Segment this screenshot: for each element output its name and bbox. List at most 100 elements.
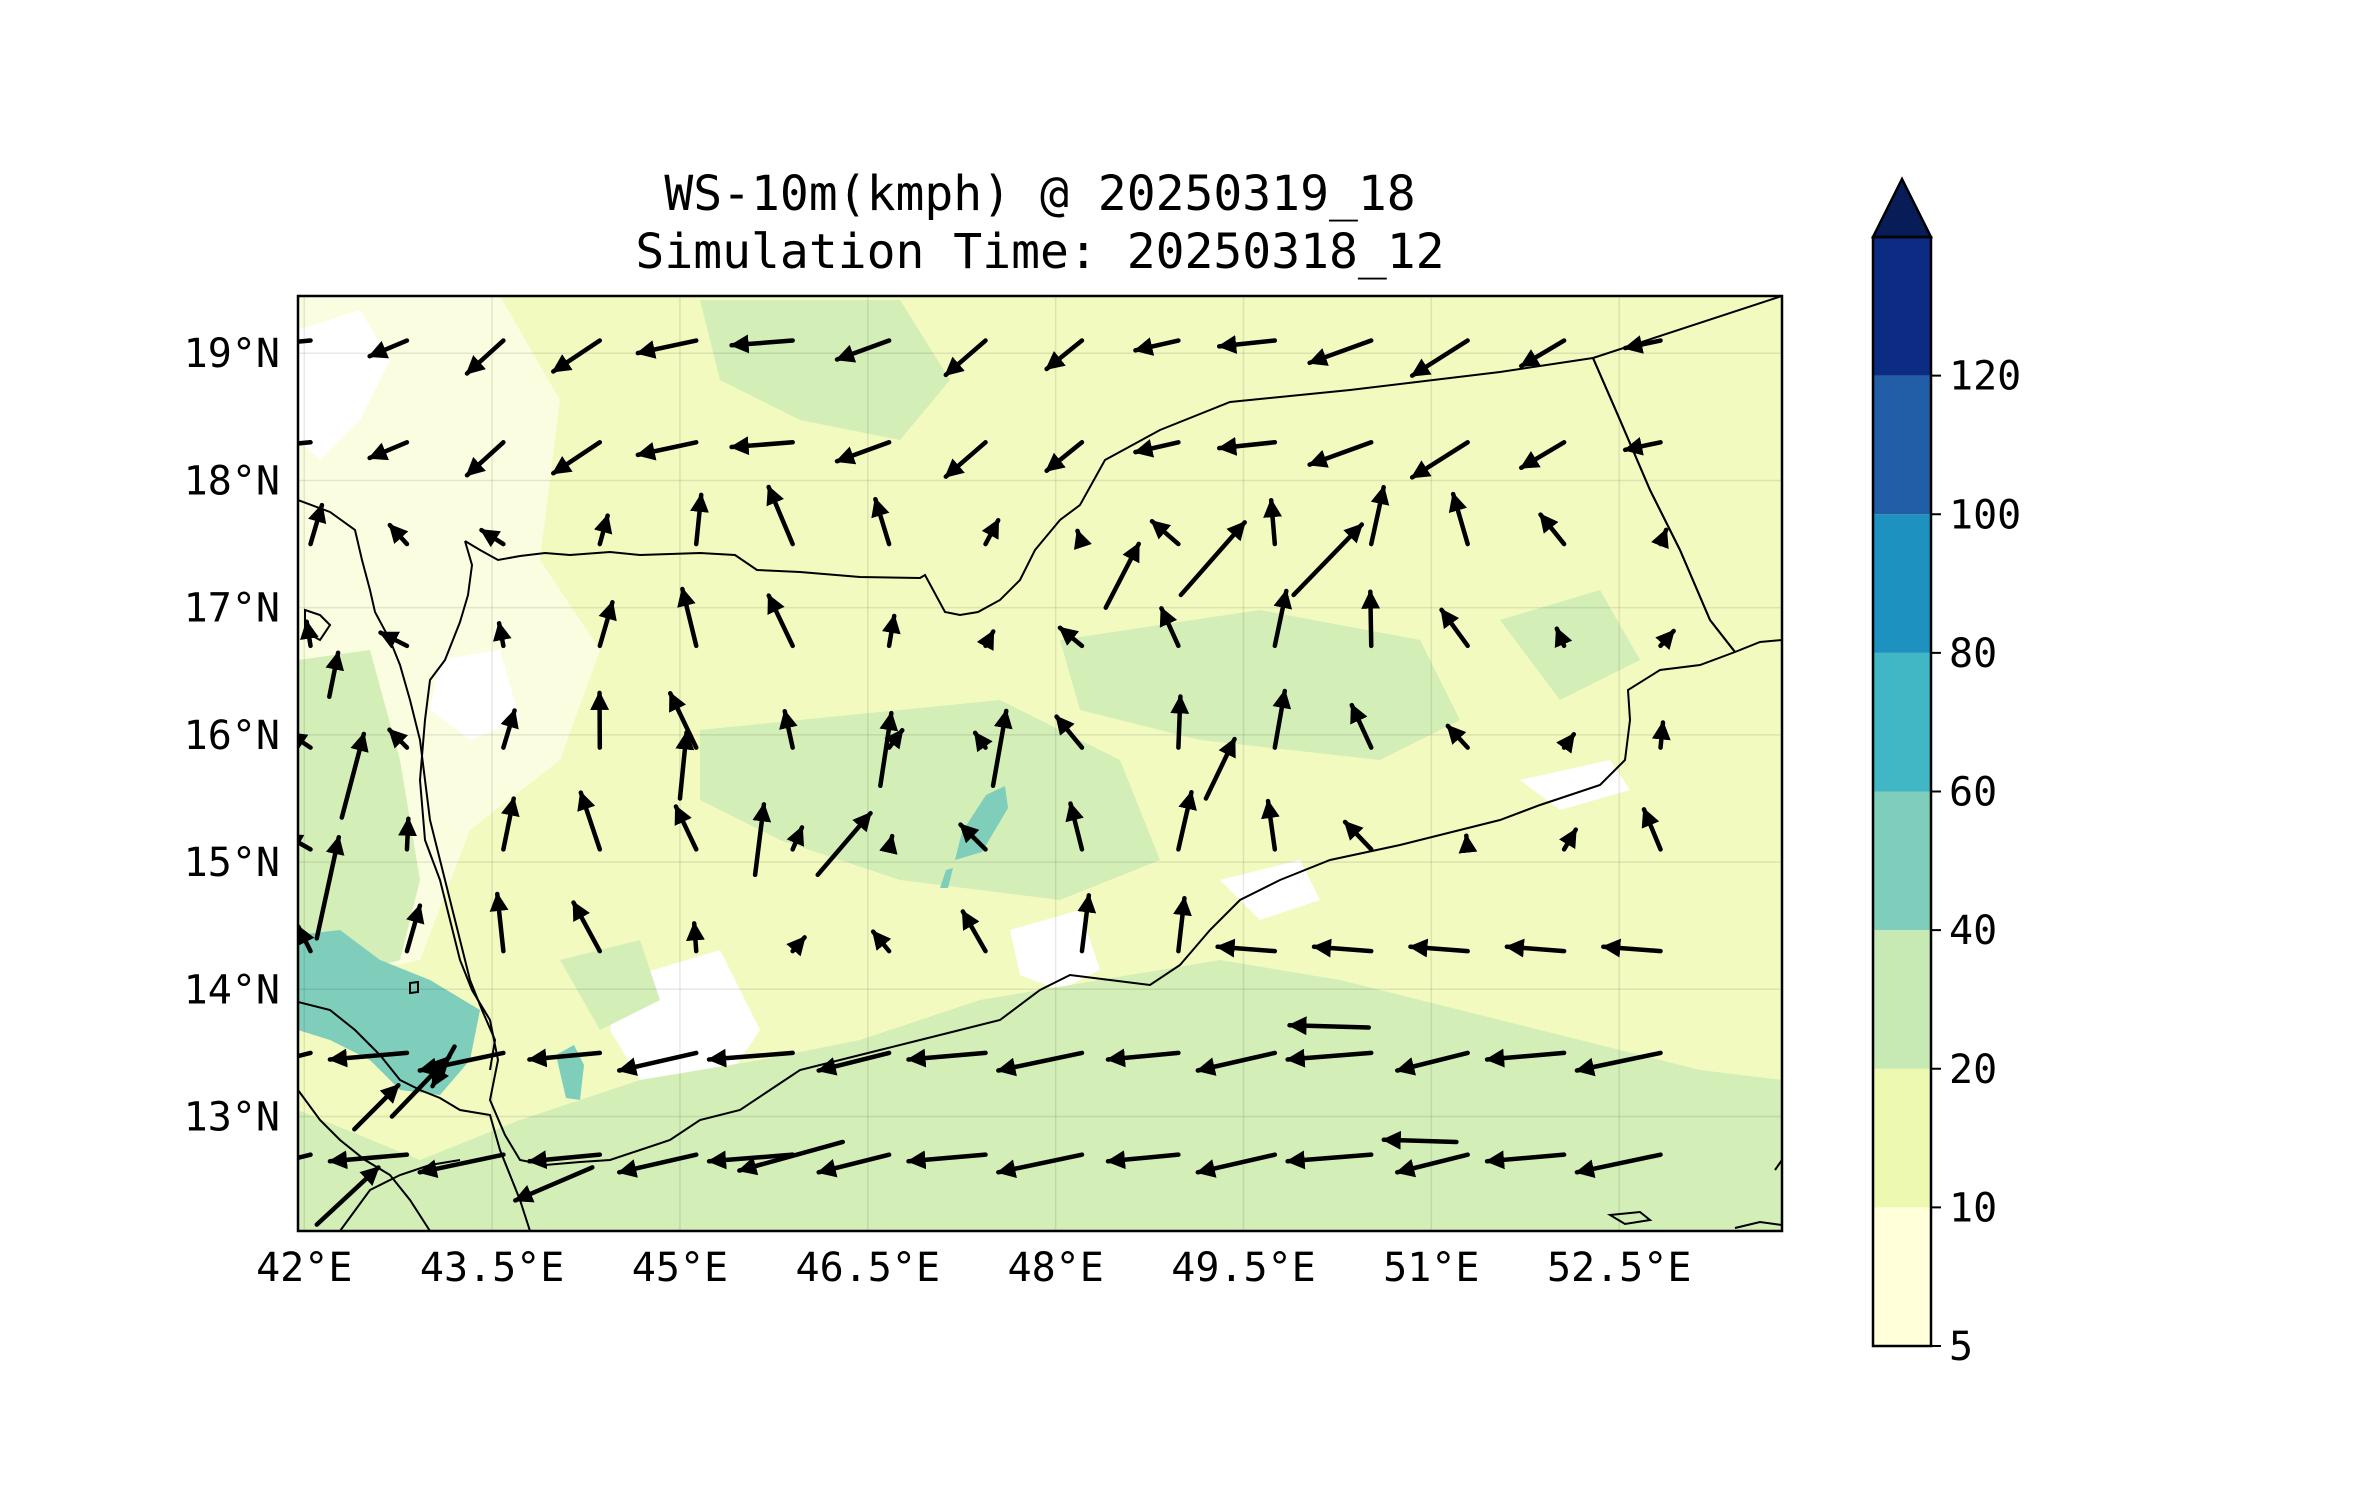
wind-vector-arrow xyxy=(816,1152,892,1178)
wind-vector-arrow xyxy=(1504,938,1567,958)
field-calm-patch xyxy=(430,650,520,740)
wind-vector-arrow xyxy=(1651,527,1669,550)
wind-vector-arrow xyxy=(1342,819,1374,852)
wind-vector-arrow xyxy=(686,921,705,954)
lon-tick-label: 48°E xyxy=(1007,1245,1103,1291)
wind-vector-arrow xyxy=(1538,512,1567,547)
wind-vector-arrow xyxy=(1518,440,1567,471)
wind-vector-arrow xyxy=(1077,893,1097,954)
colorbar-tick-label: 20 xyxy=(1949,1047,1997,1093)
field-moderate-patch xyxy=(700,300,950,440)
wind-vector-arrow xyxy=(976,629,996,651)
wind-vector-arrow xyxy=(352,1082,401,1132)
wind-vector-arrow xyxy=(500,708,519,750)
wind-vector-arrow xyxy=(1272,588,1293,649)
wind-vectors xyxy=(298,334,1676,1227)
wind-vector-arrow xyxy=(1178,520,1247,598)
wind-vector-arrow xyxy=(1054,714,1085,750)
wind-vector-arrow xyxy=(398,816,418,852)
wind-vector-arrow xyxy=(1215,938,1278,958)
wind-speed-field xyxy=(298,296,1782,1231)
colorbar-tick-label: 10 xyxy=(1949,1185,1997,1231)
wind-vector-arrow xyxy=(378,630,410,649)
colorbar-segment xyxy=(1873,375,1931,515)
wind-vector-arrow xyxy=(464,440,506,478)
lon-tick-label: 43.5°E xyxy=(420,1245,565,1291)
wind-vector-arrow xyxy=(1601,938,1663,958)
wind-vector-arrow xyxy=(884,727,905,750)
wind-vector-arrow xyxy=(870,929,892,954)
wind-vector-arrow xyxy=(367,440,410,461)
wind-vector-arrow xyxy=(314,834,345,941)
lat-tick-label: 18°N xyxy=(184,458,280,504)
african-coastline xyxy=(298,499,497,1071)
somalia-border xyxy=(339,1159,461,1231)
wind-vector-arrow xyxy=(492,621,512,649)
wind-vector-arrow xyxy=(943,440,988,479)
wind-vector-arrow xyxy=(786,825,805,852)
wind-vector-arrow xyxy=(1651,720,1671,750)
colorbar: 5 10 20 40 60 80 100 120 xyxy=(1870,176,2021,1370)
colorbar-segment xyxy=(1873,1207,1931,1346)
wind-vector-arrow xyxy=(1170,694,1190,750)
wind-vector-arrow xyxy=(501,796,520,852)
yemen-oman-coastline xyxy=(1592,357,1736,653)
lon-tick-label: 42°E xyxy=(256,1245,352,1291)
wind-vector-arrow xyxy=(551,440,603,476)
wind-vector-arrow xyxy=(298,440,313,446)
wind-vector-arrow xyxy=(1291,522,1365,598)
wind-vector-arrow xyxy=(972,730,993,753)
wind-vector-arrow xyxy=(616,1050,699,1076)
wind-vector-arrow xyxy=(308,502,327,547)
wind-vector-arrow xyxy=(1285,1150,1374,1170)
wind-vector-arrow xyxy=(1133,337,1181,356)
colorbar-tick-label: 100 xyxy=(1949,492,2021,538)
wind-vector-arrow xyxy=(1622,335,1663,354)
wind-vector-arrow xyxy=(327,1150,410,1170)
wind-vector-arrow xyxy=(1368,484,1390,547)
wind-vector-arrow xyxy=(1195,1152,1278,1178)
wind-vector-arrow xyxy=(1044,338,1085,372)
wind-vector-arrow xyxy=(1484,1048,1567,1068)
wind-vector-arrow xyxy=(677,586,699,649)
wind-vector-arrow xyxy=(300,619,319,649)
wind-vector-arrow xyxy=(1439,607,1470,649)
wind-vector-arrow xyxy=(327,1048,410,1068)
lat-tick-label: 16°N xyxy=(184,713,280,759)
lon-tick-label: 49.5°E xyxy=(1171,1245,1316,1291)
island-outline xyxy=(1606,1210,1653,1226)
wind-vector-arrow xyxy=(1349,702,1374,750)
wind-vector-arrow xyxy=(1574,1152,1663,1179)
map-plot-area xyxy=(296,294,1784,1233)
field-calm-patch xyxy=(1010,910,1100,990)
wind-vector-arrow xyxy=(314,1165,381,1227)
colorbar-tick-label: 80 xyxy=(1949,631,1997,677)
wind-vector-arrow xyxy=(577,790,603,852)
wind-vector-arrow xyxy=(1558,827,1579,852)
colorbar-segment xyxy=(1873,652,1931,792)
lat-tick-label: 15°N xyxy=(184,840,280,886)
lon-tick-label: 45°E xyxy=(632,1245,728,1291)
wind-vector-arrow xyxy=(1307,338,1374,366)
wind-vector-arrow xyxy=(673,804,699,852)
wind-vector-arrow xyxy=(906,1048,988,1068)
colorbar-segment xyxy=(1873,514,1931,653)
latitude-ticks: 13°N 14°N 15°N 16°N 17°N 18°N 19°N xyxy=(184,331,280,1140)
field-calm-patch xyxy=(298,310,390,460)
wind-vector-arrow xyxy=(1655,628,1676,650)
wind-vector-arrow xyxy=(298,924,315,954)
colorbar-segment xyxy=(1873,791,1931,931)
map-title: WS-10m(kmph) @ 20250319_18 xyxy=(664,166,1415,222)
wind-vector-arrow xyxy=(417,1152,506,1179)
wind-vector-arrow xyxy=(729,436,795,456)
lat-tick-label: 13°N xyxy=(184,1095,280,1141)
wind-vector-arrow xyxy=(1381,1130,1459,1150)
wind-vector-arrow xyxy=(551,338,603,374)
wind-vector-arrow xyxy=(729,334,795,354)
map-frame xyxy=(296,294,1784,1233)
colorbar-tick-label: 120 xyxy=(1949,354,2021,400)
lat-tick-label: 17°N xyxy=(184,586,280,632)
wind-vector-arrow xyxy=(960,909,988,954)
lon-tick-label: 46.5°E xyxy=(796,1245,941,1291)
